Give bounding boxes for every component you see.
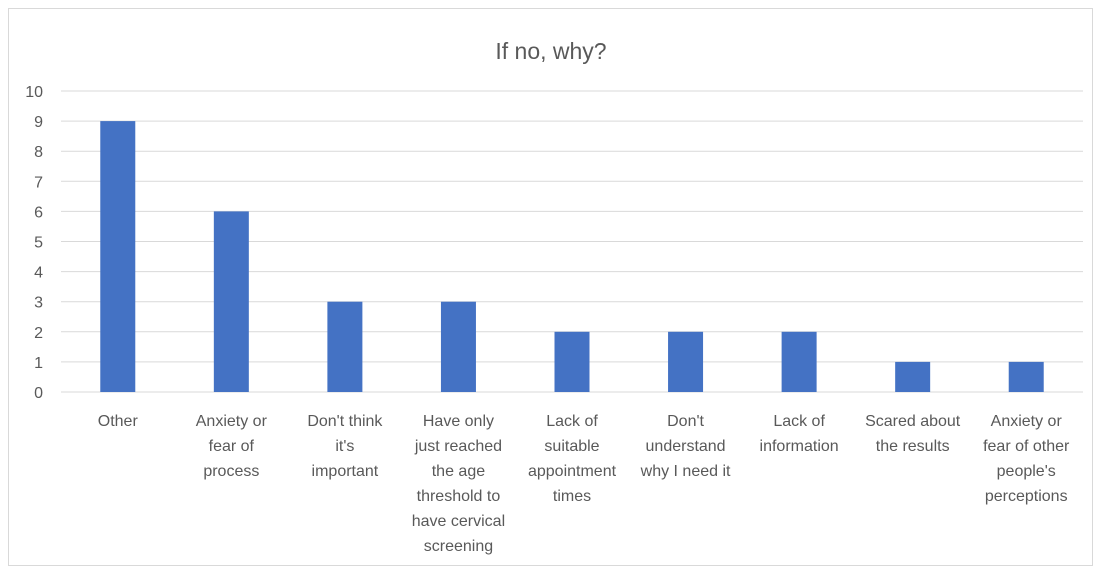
bar-0 (100, 121, 136, 392)
bar-1 (213, 211, 249, 392)
y-tick-label: 1 (34, 355, 43, 372)
y-tick-label: 8 (34, 144, 43, 161)
x-axis-labels: Other Anxiety or fear of process Don't think… (98, 413, 1070, 555)
bar-8 (1008, 361, 1044, 392)
y-tick-label: 3 (34, 295, 43, 312)
x-category-label: Don't think it's important (307, 413, 383, 480)
x-category-label: Don't understand why I need it (640, 413, 731, 480)
x-category-label: Other (98, 413, 139, 430)
chart-title: If no, why? (495, 38, 606, 64)
x-category-label: Anxiety or fear of other people's perceptio… (983, 413, 1070, 505)
y-tick-label: 9 (34, 114, 43, 131)
bar-3 (440, 301, 476, 392)
bars (100, 121, 1044, 392)
bar-6 (781, 331, 817, 392)
chart-area: If no, why? 0 1 2 3 4 5 6 7 8 9 10 Other Anxiety or… (8, 8, 1093, 566)
y-tick-label: 4 (34, 265, 43, 282)
bar-5 (668, 331, 704, 392)
y-tick-label: 7 (34, 174, 43, 191)
y-axis-ticks: 0 1 2 3 4 5 6 7 8 9 10 (25, 84, 43, 402)
bar-4 (554, 331, 590, 392)
x-category-label: Lack of information (760, 413, 839, 455)
x-category-label: Anxiety or fear of process (196, 413, 268, 480)
bar-7 (895, 361, 931, 392)
y-tick-label: 10 (25, 84, 43, 101)
x-category-label: Lack of suitable appointment times (528, 413, 617, 505)
y-tick-label: 2 (34, 325, 43, 342)
bar-chart: If no, why? 0 1 2 3 4 5 6 7 8 9 10 Other Anxiety or… (25, 38, 1083, 555)
bar-2 (327, 301, 363, 392)
y-tick-label: 6 (34, 204, 43, 221)
y-tick-label: 0 (34, 385, 43, 402)
x-category-label: Scared about the results (865, 413, 961, 455)
y-tick-label: 5 (34, 235, 43, 252)
x-category-label: Have only just reached the age threshold to… (412, 413, 505, 555)
